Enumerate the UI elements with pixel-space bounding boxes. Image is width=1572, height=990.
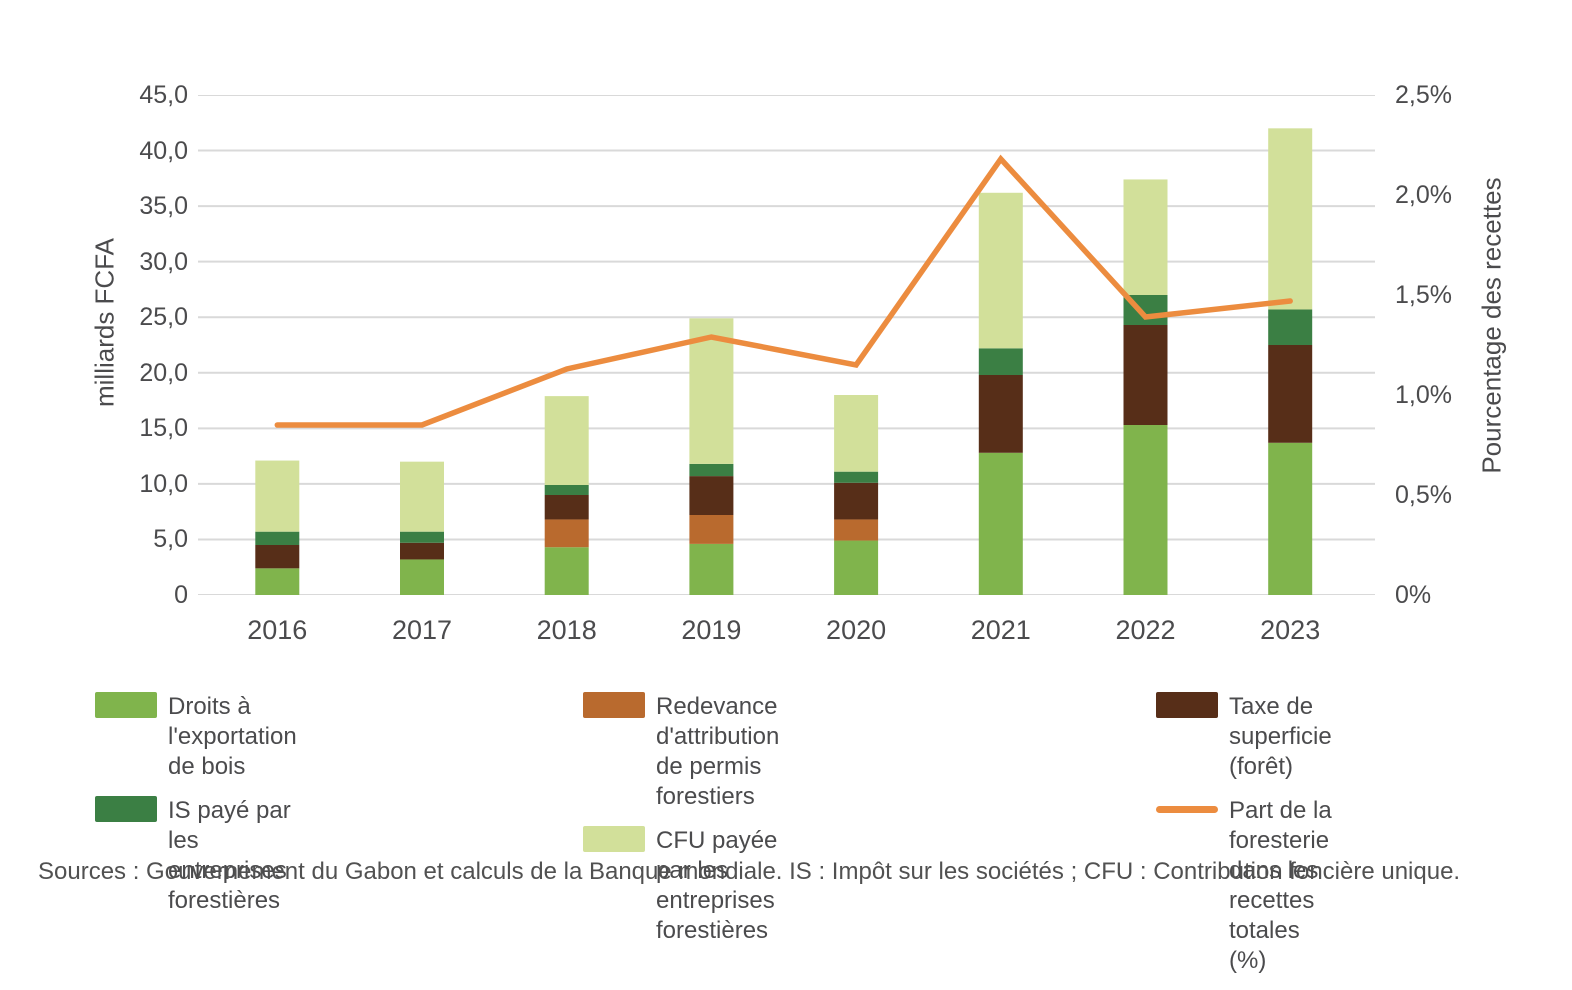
- legend-label: IS payé par les entreprises forestières: [168, 797, 291, 914]
- bar-segment: [834, 540, 879, 595]
- bar-segment: [1268, 128, 1313, 310]
- legend-item: IS payé par les entreprises forestières: [95, 796, 297, 916]
- x-axis-label: 2020: [826, 615, 887, 645]
- legend-column: Taxe de superficie (forêt) Part de la for…: [1156, 692, 1332, 990]
- legend-item: Part de la foresterie dans les recettes …: [1156, 796, 1332, 976]
- legend-item: Taxe de superficie (forêt): [1156, 692, 1332, 782]
- legend-item: CFU payée par les entreprises forestière…: [583, 826, 779, 946]
- source-note: Sources : Gouvernement du Gabon et calcu…: [38, 858, 1461, 885]
- bar-segment: [834, 482, 879, 520]
- left-axis-tick: 35,0: [139, 192, 188, 221]
- x-axis-label: 2023: [1260, 615, 1321, 645]
- bar-segment: [1268, 442, 1313, 595]
- bar-segment: [1123, 425, 1168, 595]
- x-axis-label: 2017: [391, 615, 453, 645]
- chart-canvas: [198, 95, 1375, 595]
- bar-segment: [978, 375, 1023, 453]
- right-axis-tick: 2,0%: [1395, 181, 1452, 209]
- left-axis-tick: 15,0: [139, 414, 188, 443]
- legend-swatch: [95, 692, 157, 718]
- x-axis-label: 2018: [536, 615, 597, 645]
- right-axis-tick: 1,5%: [1395, 281, 1452, 309]
- right-axis-title: Pourcentage des recettes: [1476, 177, 1507, 474]
- bar-segment: [255, 568, 300, 595]
- bar-segment: [400, 531, 444, 543]
- bar-segment: [1123, 179, 1168, 295]
- left-axis-tick: 30,0: [139, 247, 188, 276]
- bar-segment: [255, 545, 300, 569]
- bar-segment: [1268, 345, 1313, 443]
- bar-segment: [834, 395, 879, 472]
- left-axis-tick: 20,0: [139, 358, 188, 387]
- x-axis-label: 2016: [247, 615, 308, 645]
- left-axis-tick: 10,0: [139, 469, 188, 498]
- bar-segment: [544, 495, 589, 520]
- left-axis-tick: 45,0: [139, 81, 188, 109]
- legend-label: Part de la foresterie dans les recettes …: [1229, 797, 1332, 974]
- right-axis-tick: 2,5%: [1395, 81, 1452, 109]
- right-axis-tick: 0%: [1395, 581, 1432, 609]
- legend-swatch: [95, 796, 157, 822]
- bar-segment: [1123, 325, 1168, 425]
- legend-swatch: [583, 826, 645, 852]
- plot-area: [198, 95, 1375, 595]
- left-axis-tick: 40,0: [139, 136, 188, 165]
- bar-segment: [978, 192, 1023, 349]
- bar-segment: [544, 485, 589, 495]
- bar-segment: [978, 452, 1023, 595]
- bar-segment: [689, 476, 734, 515]
- legend-column: Redevance d'attribution de permis forest…: [583, 692, 779, 960]
- right-axis-tick: 0,5%: [1395, 481, 1452, 509]
- bar-segment: [834, 519, 879, 541]
- bar-segment: [400, 559, 444, 595]
- x-axis-label: 2021: [970, 615, 1031, 645]
- legend-swatch: [1156, 796, 1218, 822]
- line-series: [274, 154, 1293, 428]
- bar-segment: [544, 396, 589, 485]
- bar-segment: [834, 471, 879, 483]
- legend-line-swatch: [1156, 806, 1218, 813]
- right-axis-tick: 1,0%: [1395, 381, 1452, 409]
- left-axis-tick: 0: [174, 581, 188, 609]
- bar-segment: [400, 542, 444, 560]
- x-axis-label: 2019: [681, 615, 742, 645]
- legend-swatch: [583, 692, 645, 718]
- bar-segment: [400, 461, 444, 532]
- legend-label: Droits à l'exportation de bois: [168, 693, 297, 780]
- left-axis-tick: 5,0: [153, 525, 188, 554]
- legend-label: Redevance d'attribution de permis forest…: [656, 693, 780, 810]
- legend-swatch: [1156, 692, 1218, 718]
- bar-segment: [689, 463, 734, 477]
- bar-segment: [1268, 309, 1313, 345]
- bar-segment: [978, 348, 1023, 375]
- bar-segment: [255, 531, 300, 545]
- left-axis-tick: 25,0: [139, 303, 188, 332]
- legend-label: CFU payée par les entreprises forestière…: [656, 827, 778, 944]
- legend-label: Taxe de superficie (forêt): [1229, 693, 1332, 780]
- legend-item: Droits à l'exportation de bois: [95, 692, 297, 782]
- bar-segment: [544, 519, 589, 548]
- x-axis-label: 2022: [1115, 615, 1176, 645]
- bar-segment: [255, 460, 300, 532]
- bar-segment: [544, 547, 589, 595]
- bar-segment: [689, 515, 734, 544]
- legend-column: Droits à l'exportation de bois IS payé pa…: [95, 692, 297, 930]
- bar-segment: [689, 543, 734, 595]
- legend-item: Redevance d'attribution de permis forest…: [583, 692, 779, 812]
